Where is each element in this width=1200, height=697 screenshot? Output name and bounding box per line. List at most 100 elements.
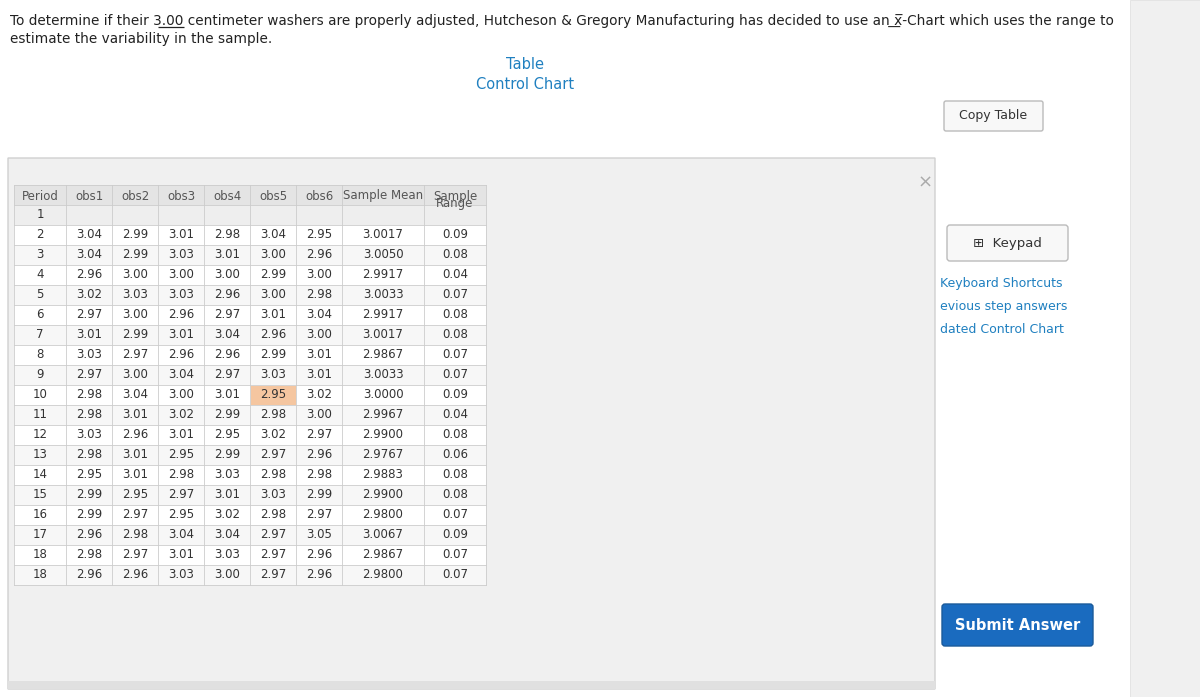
- Text: 2.97: 2.97: [168, 489, 194, 502]
- Text: 2.96: 2.96: [306, 448, 332, 461]
- Text: 3.04: 3.04: [122, 388, 148, 401]
- Text: 0.08: 0.08: [442, 468, 468, 482]
- Text: 3.0017: 3.0017: [362, 229, 403, 241]
- Text: 3: 3: [36, 249, 43, 261]
- Text: Range: Range: [437, 197, 474, 210]
- Text: 16: 16: [32, 509, 48, 521]
- Text: 2.98: 2.98: [306, 289, 332, 302]
- Text: 3.0033: 3.0033: [362, 289, 403, 302]
- Text: 2.98: 2.98: [122, 528, 148, 542]
- Text: 6: 6: [36, 309, 43, 321]
- Text: 2.98: 2.98: [168, 468, 194, 482]
- Text: 2.95: 2.95: [168, 448, 194, 461]
- Text: 3.01: 3.01: [306, 369, 332, 381]
- Text: 2.95: 2.95: [260, 388, 286, 401]
- Text: ×: ×: [918, 174, 932, 192]
- Text: 2.96: 2.96: [76, 569, 102, 581]
- Bar: [8, 681, 935, 689]
- Text: 10: 10: [32, 388, 48, 401]
- Text: 3.05: 3.05: [306, 528, 332, 542]
- Text: 2.9967: 2.9967: [362, 408, 403, 422]
- Bar: [14, 345, 486, 365]
- Text: 0.08: 0.08: [442, 429, 468, 441]
- Text: 3.00: 3.00: [260, 249, 286, 261]
- Text: 2.96: 2.96: [260, 328, 286, 342]
- Text: Sample: Sample: [433, 190, 478, 203]
- Text: 0.08: 0.08: [442, 328, 468, 342]
- Bar: [14, 365, 486, 385]
- Text: 2.96: 2.96: [122, 569, 148, 581]
- Text: 2.99: 2.99: [122, 249, 148, 261]
- Bar: [14, 245, 486, 265]
- Text: 3.03: 3.03: [76, 429, 102, 441]
- Text: 3.02: 3.02: [260, 429, 286, 441]
- Text: 2.9767: 2.9767: [362, 448, 403, 461]
- Text: 2.96: 2.96: [168, 309, 194, 321]
- Text: 2.97: 2.97: [214, 309, 240, 321]
- Text: 3.00: 3.00: [168, 388, 194, 401]
- Text: 7: 7: [36, 328, 43, 342]
- Bar: [14, 505, 486, 525]
- Text: 2.98: 2.98: [260, 509, 286, 521]
- Bar: [14, 445, 486, 465]
- Bar: [14, 325, 486, 345]
- Text: 3.04: 3.04: [76, 249, 102, 261]
- Text: 3.04: 3.04: [168, 528, 194, 542]
- Text: Keyboard Shortcuts: Keyboard Shortcuts: [940, 277, 1062, 290]
- Text: 3.01: 3.01: [214, 249, 240, 261]
- Text: 2.97: 2.97: [122, 348, 148, 362]
- Text: 0.09: 0.09: [442, 229, 468, 241]
- Text: obs4: obs4: [212, 190, 241, 203]
- Text: Table: Table: [506, 57, 544, 72]
- Bar: [14, 465, 486, 485]
- Text: 2.9800: 2.9800: [362, 509, 403, 521]
- Text: 3.03: 3.03: [76, 348, 102, 362]
- Text: 3.03: 3.03: [168, 289, 194, 302]
- Text: 2.9883: 2.9883: [362, 468, 403, 482]
- Text: 3.01: 3.01: [260, 309, 286, 321]
- Text: 3.04: 3.04: [306, 309, 332, 321]
- Bar: [14, 545, 486, 565]
- Bar: [14, 385, 486, 405]
- Text: 3.01: 3.01: [168, 328, 194, 342]
- Text: 3.00: 3.00: [306, 408, 332, 422]
- Text: 3.00: 3.00: [122, 369, 148, 381]
- Text: obs3: obs3: [167, 190, 196, 203]
- Text: 3.03: 3.03: [122, 289, 148, 302]
- Text: 3.03: 3.03: [214, 549, 240, 562]
- Text: 2.99: 2.99: [122, 229, 148, 241]
- Text: 2.97: 2.97: [260, 549, 286, 562]
- Text: 2.95: 2.95: [76, 468, 102, 482]
- Text: ⊞  Keypad: ⊞ Keypad: [973, 236, 1042, 250]
- Text: 3.0050: 3.0050: [362, 249, 403, 261]
- Text: Period: Period: [22, 190, 59, 203]
- Text: 2.99: 2.99: [306, 489, 332, 502]
- Text: 3.04: 3.04: [76, 229, 102, 241]
- Text: 2.98: 2.98: [214, 229, 240, 241]
- Text: 3.01: 3.01: [76, 328, 102, 342]
- Text: 0.09: 0.09: [442, 388, 468, 401]
- Text: Copy Table: Copy Table: [960, 109, 1027, 121]
- Text: 2.98: 2.98: [260, 468, 286, 482]
- Text: 3.03: 3.03: [168, 569, 194, 581]
- FancyBboxPatch shape: [8, 158, 935, 689]
- Text: 0.08: 0.08: [442, 249, 468, 261]
- Text: 3.03: 3.03: [214, 468, 240, 482]
- Text: 2.96: 2.96: [168, 348, 194, 362]
- Bar: [14, 405, 486, 425]
- Text: 12: 12: [32, 429, 48, 441]
- Text: 3.00: 3.00: [214, 569, 240, 581]
- FancyBboxPatch shape: [947, 225, 1068, 261]
- Text: 2.97: 2.97: [260, 569, 286, 581]
- Text: 2.98: 2.98: [260, 408, 286, 422]
- Text: 2.97: 2.97: [306, 429, 332, 441]
- Bar: [14, 185, 486, 205]
- Text: 2.96: 2.96: [122, 429, 148, 441]
- Text: 2.96: 2.96: [214, 289, 240, 302]
- Text: 3.01: 3.01: [306, 348, 332, 362]
- Text: 14: 14: [32, 468, 48, 482]
- Text: To determine if their 3.00 centimeter washers are properly adjusted, Hutcheson &: To determine if their 3.00 centimeter wa…: [10, 14, 1114, 28]
- Text: 3.00: 3.00: [122, 309, 148, 321]
- Text: 2.95: 2.95: [306, 229, 332, 241]
- Text: 18: 18: [32, 569, 48, 581]
